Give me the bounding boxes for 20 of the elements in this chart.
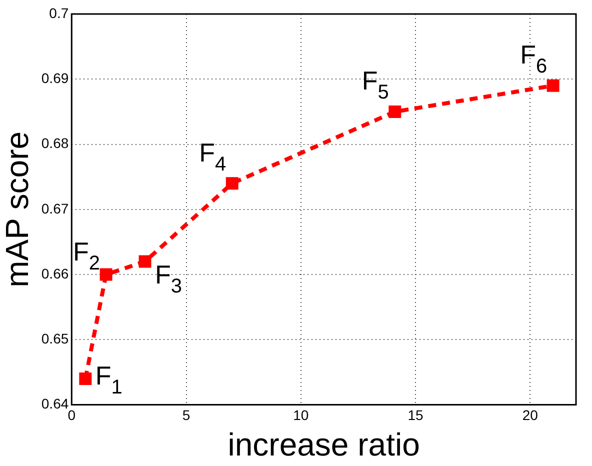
x-tick-label: 15 [408, 407, 424, 424]
point [546, 79, 560, 92]
y-tick-label: 0.7 [49, 4, 69, 21]
x-tick-label: 0 [68, 407, 76, 424]
point [388, 105, 402, 118]
x-tick-label: 10 [293, 407, 309, 424]
y-tick-label: 0.64 [41, 396, 69, 412]
point [138, 255, 152, 268]
y-tick-label: 0.69 [41, 70, 69, 86]
y-tick-label: 0.66 [41, 265, 69, 282]
y-tick-label: 0.65 [41, 330, 69, 347]
y-axis-title: mAP score [0, 131, 36, 288]
point [100, 268, 112, 281]
x-tick-label: 5 [182, 407, 190, 424]
x-axis-title: increase ratio [228, 426, 420, 463]
x-tick-label: 20 [522, 407, 538, 424]
point [79, 372, 92, 385]
y-tick-label: 0.67 [41, 200, 69, 216]
point [226, 177, 238, 190]
y-tick-label: 0.68 [41, 135, 69, 152]
